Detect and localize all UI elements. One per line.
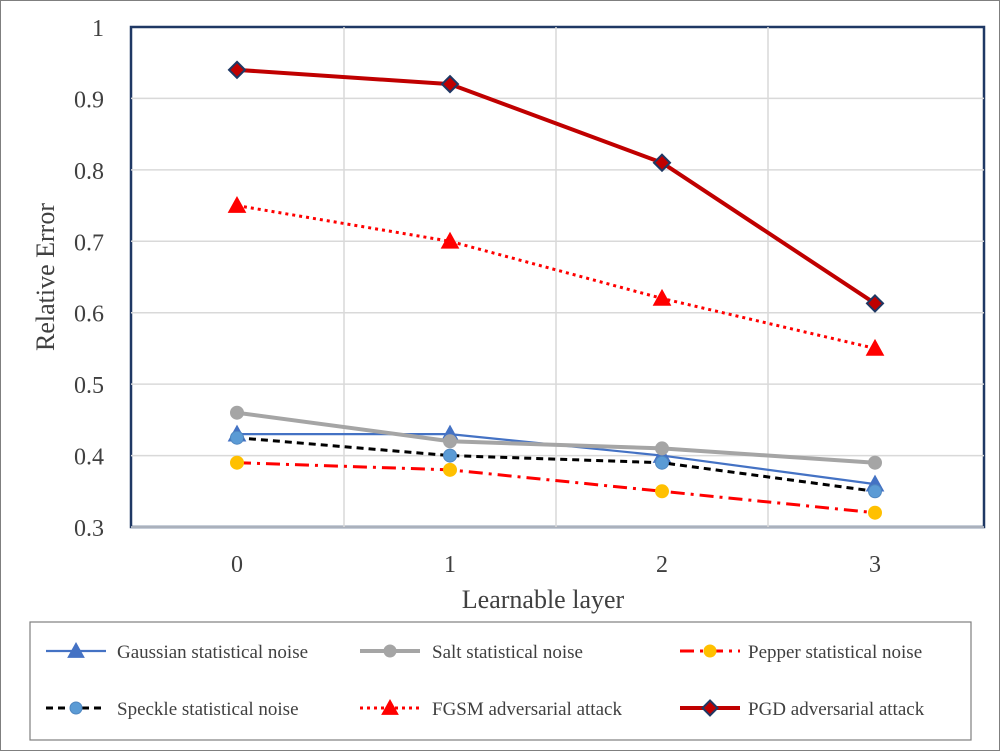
x-tick-label: 0 [231, 552, 243, 578]
legend-entry: Gaussian statistical noise [46, 641, 308, 663]
data-point [227, 196, 247, 213]
series-line [236, 461, 876, 515]
legend-label: Pepper statistical noise [748, 642, 922, 663]
y-tick-label: 1 [92, 16, 104, 42]
legend-marker [381, 698, 399, 715]
legend-label: PGD adversarial attack [748, 699, 925, 720]
axis-ticks: 0.3 0.4 0.5 0.6 0.7 0.8 0.9 1 0 1 2 3 [74, 16, 881, 578]
data-point [652, 153, 672, 173]
data-point [230, 405, 244, 420]
y-tick-label: 0.5 [74, 373, 104, 399]
legend-marker [701, 699, 719, 717]
y-axis-title: Relative Error [31, 203, 60, 351]
data-point [440, 231, 460, 249]
data-point [655, 484, 669, 499]
legend: Gaussian statistical noise Salt statistic… [29, 621, 972, 741]
series-pepper-statistical-noise [230, 455, 882, 520]
legend-entry: Speckle statistical noise [46, 699, 299, 720]
plot-border [129, 25, 986, 529]
data-point [440, 74, 460, 94]
data-point [227, 60, 247, 80]
legend-label: Speckle statistical noise [117, 699, 299, 720]
legend-marker [383, 644, 397, 658]
x-tick-label: 1 [444, 552, 456, 578]
data-point [655, 441, 669, 456]
legend-entry: Pepper statistical noise [680, 642, 922, 663]
data-point [865, 294, 885, 313]
series-layer [227, 60, 885, 520]
legend-marker [69, 701, 83, 715]
series-fgsm-adversarial-attack [227, 196, 885, 356]
data-point [865, 338, 885, 356]
legend-box [29, 621, 972, 741]
data-point [655, 455, 669, 470]
legend-marker [67, 641, 85, 658]
data-point [868, 484, 882, 499]
series-line [236, 436, 876, 493]
series-line [236, 204, 876, 350]
y-tick-label: 0.4 [74, 445, 104, 471]
series-line [236, 67, 877, 306]
legend-entry: FGSM adversarial attack [360, 698, 622, 720]
series-line [236, 410, 876, 465]
legend-marker [703, 644, 717, 658]
data-point [230, 455, 244, 470]
x-tick-label: 2 [656, 552, 668, 578]
series-speckle-statistical-noise [230, 430, 882, 499]
legend-label: Salt statistical noise [432, 642, 583, 663]
y-tick-label: 0.6 [74, 302, 104, 328]
y-tick-label: 0.9 [74, 87, 104, 113]
data-point [230, 430, 244, 445]
legend-entry: PGD adversarial attack [680, 699, 925, 720]
x-tick-label: 3 [869, 552, 881, 578]
y-tick-label: 0.3 [74, 516, 104, 542]
data-point [443, 434, 457, 449]
data-point [868, 455, 882, 470]
legend-label: FGSM adversarial attack [432, 699, 622, 720]
legend-label: Gaussian statistical noise [117, 642, 308, 663]
y-tick-label: 0.8 [74, 159, 104, 185]
x-axis-title: Learnable layer [462, 585, 625, 614]
series-pgd-adversarial-attack [227, 60, 885, 313]
grid-lines [131, 27, 984, 528]
plot-area [129, 25, 986, 529]
data-point [868, 505, 882, 520]
y-tick-label: 0.7 [74, 230, 104, 256]
legend-entry: Salt statistical noise [360, 642, 583, 663]
data-point [443, 448, 457, 463]
data-point [443, 462, 457, 477]
data-point [652, 288, 672, 306]
series-salt-statistical-noise [230, 405, 882, 470]
